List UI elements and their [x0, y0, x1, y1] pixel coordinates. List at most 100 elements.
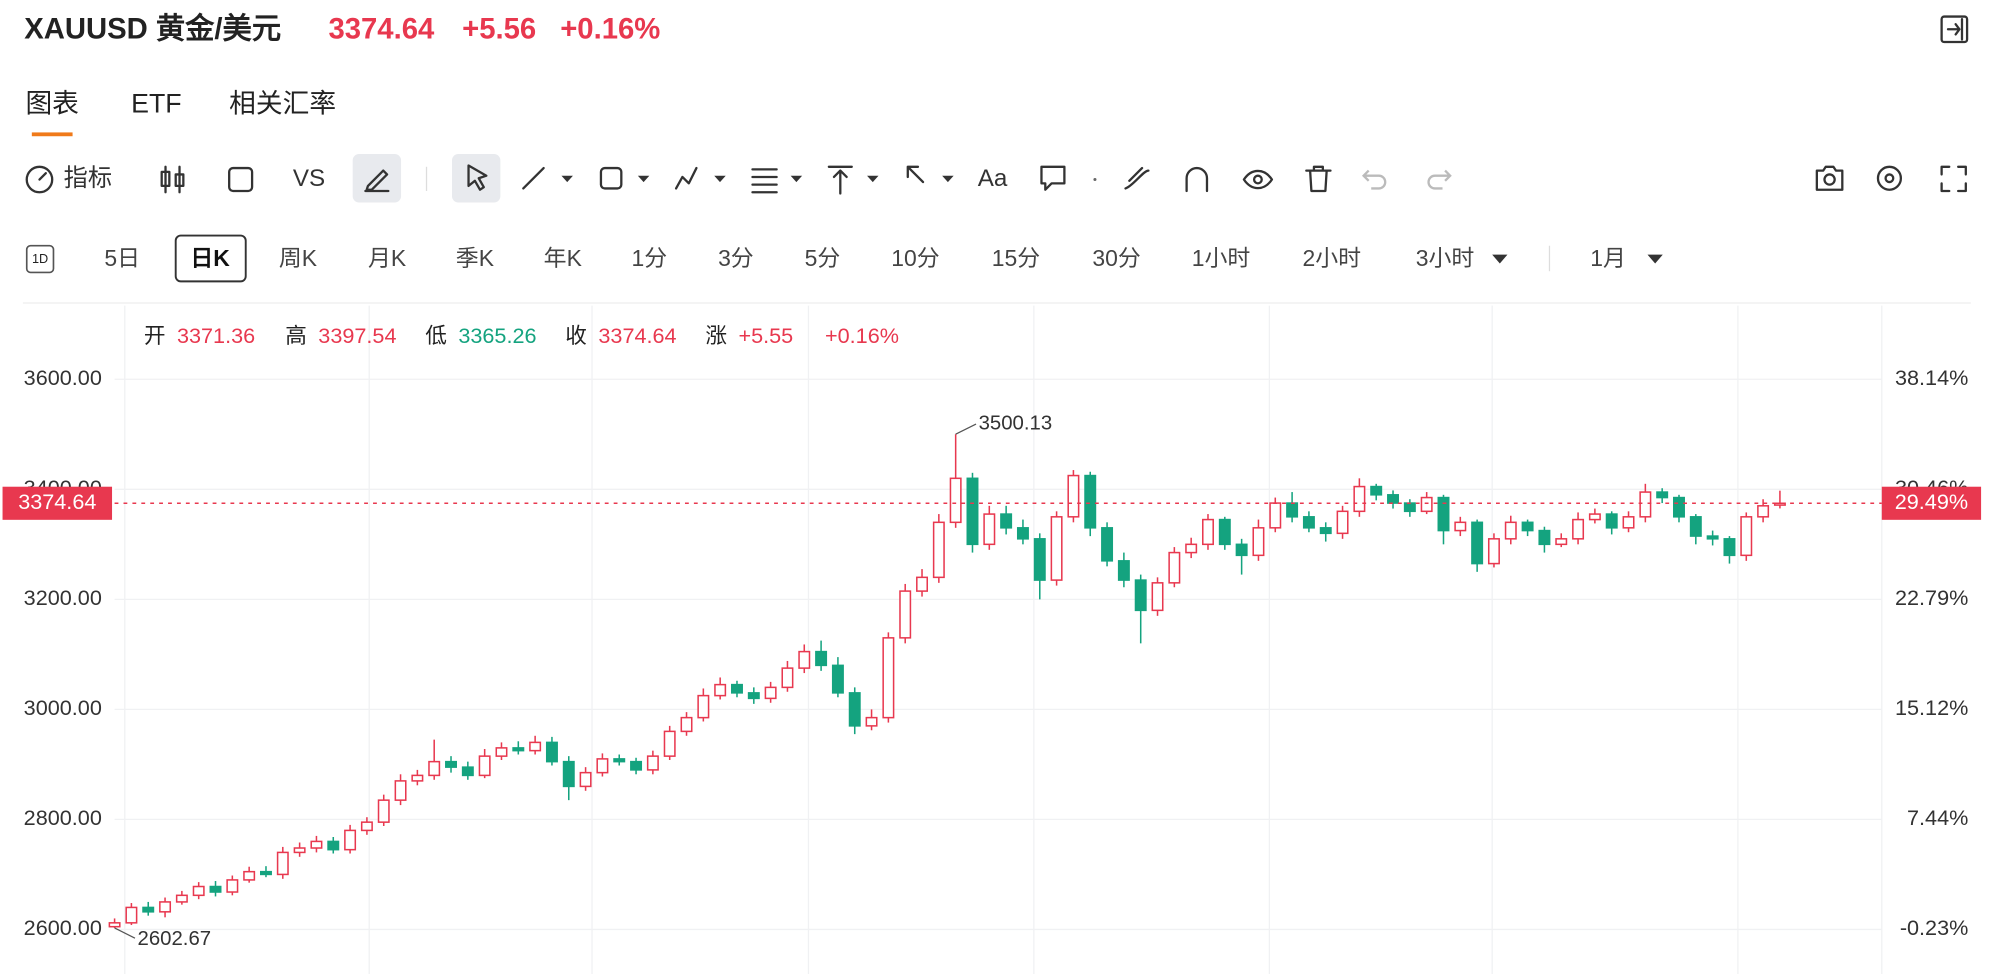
candle-body: [495, 747, 508, 757]
y-tick-label: 2600.00: [24, 915, 102, 940]
period[interactable]: 月K: [368, 245, 407, 271]
plot: 2600.002800.003000.003200.003400.003600.…: [2, 305, 1982, 974]
period[interactable]: 1分: [632, 245, 668, 271]
candle-body: [1084, 474, 1097, 529]
fullscreen[interactable]: [1940, 165, 1967, 193]
change: +5.56: [462, 12, 536, 45]
magnet-tool[interactable]: [1185, 166, 1209, 193]
y-tick-label: 2800.00: [24, 805, 102, 830]
period[interactable]: 周K: [279, 245, 318, 271]
period[interactable]: 1小时: [1192, 245, 1251, 271]
period-icon[interactable]: 1D: [25, 244, 55, 274]
min-label: 2602.67: [138, 928, 212, 950]
symbol: XAUUSD 黄金/美元: [24, 11, 281, 45]
dropdown-arrow[interactable]: [1492, 254, 1508, 264]
candle-body: [108, 922, 121, 928]
note-tool[interactable]: [1040, 165, 1066, 191]
candle-body: [461, 766, 474, 777]
period-icon-label: 1D: [32, 251, 48, 266]
cursor-tool[interactable]: [451, 154, 501, 203]
candle-body: [192, 885, 205, 897]
legend-label: 涨: [705, 323, 727, 348]
period[interactable]: 3小时: [1416, 245, 1475, 271]
candle-body: [815, 650, 828, 667]
candle-body: [1622, 516, 1635, 529]
candle-body: [226, 879, 239, 893]
candle-body: [1202, 518, 1214, 546]
candle-body: [1319, 527, 1332, 535]
undo[interactable]: [1361, 169, 1387, 190]
dropdown-arrows[interactable]: [561, 175, 954, 183]
candle-body: [478, 755, 491, 777]
candle-body: [545, 741, 558, 763]
candle-body: [613, 758, 626, 763]
text-tool[interactable]: Aa: [978, 165, 1008, 192]
period[interactable]: 5日: [104, 245, 140, 271]
period[interactable]: 季K: [456, 245, 495, 271]
candle-body: [1504, 521, 1517, 540]
change-pct: +0.16%: [560, 12, 660, 45]
period[interactable]: 30分: [1092, 245, 1140, 271]
period[interactable]: 日K: [190, 245, 230, 271]
tab[interactable]: ETF: [131, 89, 181, 119]
visibility-tool[interactable]: [1242, 169, 1274, 190]
arrow-tool[interactable]: [906, 165, 925, 184]
compare-button[interactable]: VS: [293, 165, 325, 192]
tab[interactable]: 相关汇率: [229, 89, 336, 119]
line-tool[interactable]: [522, 166, 545, 190]
period[interactable]: 10分: [891, 245, 939, 271]
candle-body: [697, 694, 710, 719]
candle-body: [1067, 474, 1080, 518]
brush-tool[interactable]: [1124, 166, 1150, 190]
candle-type[interactable]: [160, 165, 185, 194]
legend-label: 高: [285, 323, 307, 348]
settings[interactable]: [1876, 165, 1903, 191]
measure-tool[interactable]: [827, 165, 853, 195]
candle-body: [1117, 560, 1130, 581]
candle-body: [1050, 516, 1063, 581]
max-pointer: [955, 423, 977, 435]
candle-body: [276, 851, 289, 876]
collapse-button[interactable]: [1940, 15, 1969, 44]
candle-body: [1673, 496, 1685, 518]
candle-body: [1773, 502, 1786, 506]
candle-body: [663, 730, 676, 757]
candle-body: [966, 477, 979, 546]
indicator-button[interactable]: 指标: [25, 165, 112, 194]
screenshot[interactable]: [1815, 165, 1844, 191]
candle-body: [1471, 521, 1484, 565]
legend-value: 3365.26: [458, 323, 536, 348]
period[interactable]: 15分: [992, 245, 1040, 271]
candle-body: [1235, 543, 1248, 557]
dropdown-arrow[interactable]: [1647, 254, 1663, 264]
min-pointer: [114, 927, 136, 939]
period[interactable]: 5分: [805, 245, 841, 271]
fib-tool[interactable]: [751, 168, 778, 194]
candle-body: [1218, 518, 1231, 546]
period[interactable]: 3分: [718, 245, 754, 271]
candle-body: [731, 683, 743, 694]
dot: [1093, 177, 1097, 182]
candle-body: [1740, 516, 1753, 557]
candle-body: [781, 667, 794, 689]
period[interactable]: 1月: [1590, 245, 1626, 271]
candle-body: [243, 870, 256, 881]
period[interactable]: 2小时: [1302, 245, 1361, 271]
candle-body: [394, 780, 407, 801]
shape-tool[interactable]: [599, 166, 623, 190]
tab[interactable]: 图表: [25, 89, 78, 119]
candle-body: [125, 906, 138, 924]
delete-tool[interactable]: [1305, 165, 1332, 193]
pattern-tool[interactable]: [674, 166, 698, 190]
candle-body: [1521, 521, 1534, 532]
candle-body: [932, 521, 945, 579]
area-button[interactable]: [228, 166, 254, 193]
redo[interactable]: [1427, 169, 1452, 190]
legend-label: 低: [425, 323, 447, 348]
candle-body: [1757, 505, 1770, 518]
candle-body: [411, 774, 424, 782]
period[interactable]: 年K: [544, 245, 583, 271]
candle-body: [293, 847, 306, 854]
candle-body: [445, 760, 457, 768]
candle-body: [512, 747, 525, 752]
